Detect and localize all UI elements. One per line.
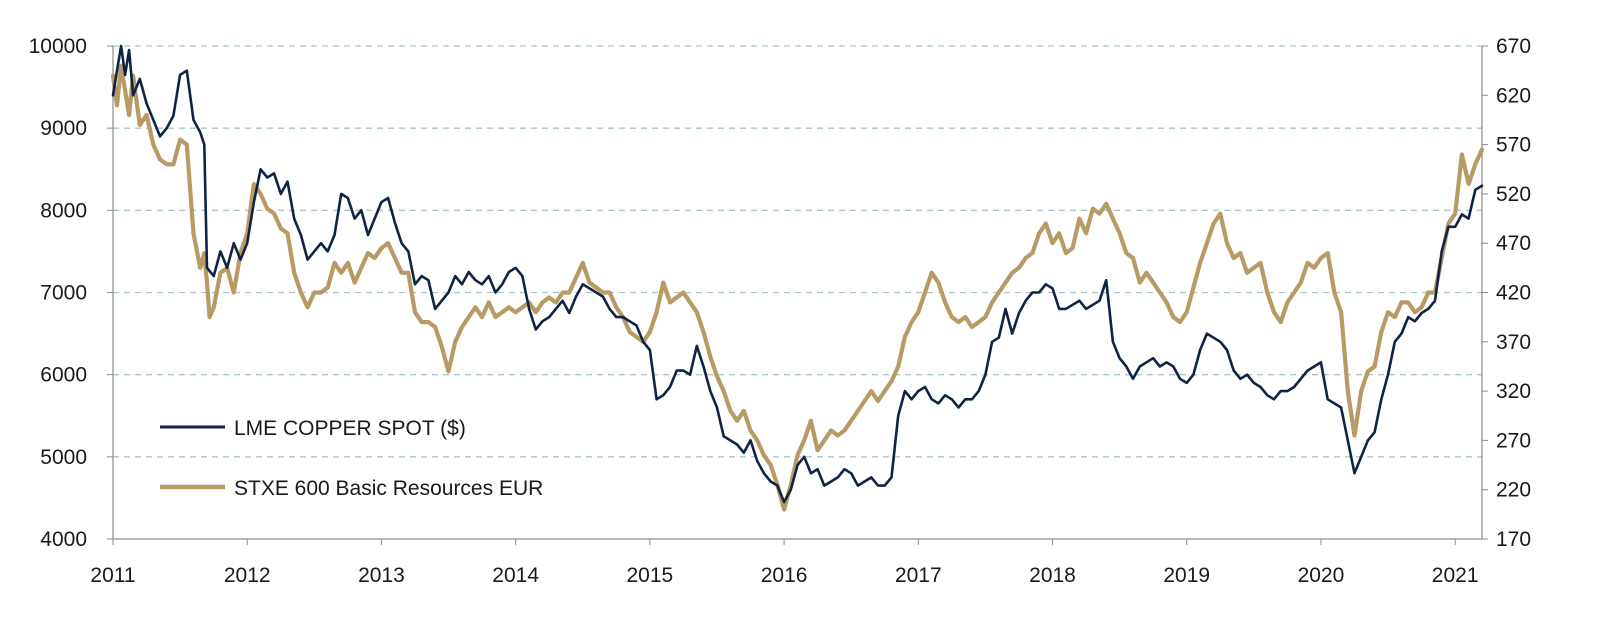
- x-tick-label: 2020: [1298, 564, 1345, 587]
- x-tick-label: 2018: [1029, 564, 1076, 587]
- legend-item-copper: LME COPPER SPOT ($): [160, 417, 466, 440]
- legend: LME COPPER SPOT ($) STXE 600 Basic Resour…: [160, 417, 543, 500]
- legend-label: STXE 600 Basic Resources EUR: [234, 477, 543, 500]
- x-tick-label: 2013: [358, 564, 405, 587]
- y-left-tick-label: 10000: [29, 35, 87, 58]
- y-right-tick-label: 270: [1496, 429, 1531, 452]
- x-tick-label: 2019: [1163, 564, 1210, 587]
- y-right-tick-label: 220: [1496, 479, 1531, 502]
- y-right-tick-label: 420: [1496, 282, 1531, 305]
- legend-label: LME COPPER SPOT ($): [234, 417, 466, 440]
- y-right-tick-label: 520: [1496, 183, 1531, 206]
- y-left-tick-label: 8000: [40, 199, 87, 222]
- legend-item-stxe: STXE 600 Basic Resources EUR: [160, 477, 543, 500]
- y-left-tick-label: 5000: [40, 446, 87, 469]
- x-tick-label: 2011: [90, 564, 135, 587]
- y-right-tick-label: 170: [1496, 528, 1531, 551]
- x-tick-label: 2017: [895, 564, 942, 587]
- y-right-tick-label: 670: [1496, 35, 1531, 58]
- x-tick-label: 2012: [224, 564, 271, 587]
- y-left-tick-label: 7000: [40, 282, 87, 305]
- series-line-copper: [111, 44, 1484, 504]
- y-right-tick-label: 620: [1496, 84, 1531, 107]
- y-left-tick-label: 6000: [40, 364, 87, 387]
- series-line-stxe: [110, 63, 1485, 512]
- y-right-tick-label: 320: [1496, 380, 1531, 403]
- y-right-tick-label: 370: [1496, 331, 1531, 354]
- y-right-tick-label: 470: [1496, 232, 1531, 255]
- y-left-tick-label: 4000: [40, 528, 87, 551]
- y-left-tick-label: 9000: [40, 117, 87, 140]
- x-tick-label: 2015: [627, 564, 674, 587]
- x-tick-label: 2016: [761, 564, 808, 587]
- y-right-tick-label: 570: [1496, 134, 1531, 157]
- x-tick-label: 2014: [492, 564, 539, 587]
- x-tick-label: 2021: [1432, 564, 1479, 587]
